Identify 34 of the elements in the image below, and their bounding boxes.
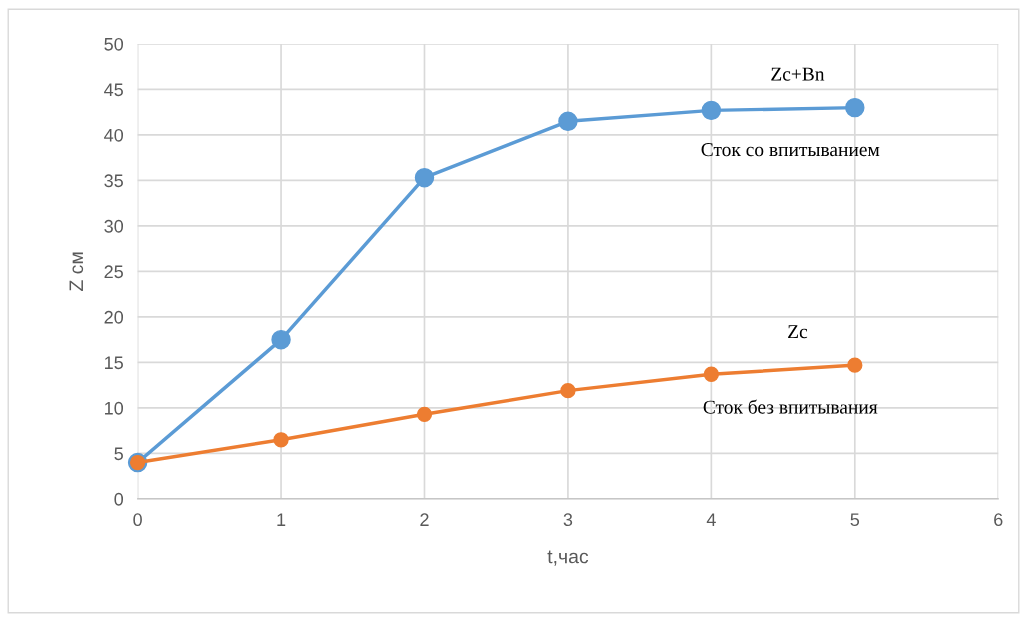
annotation: Сток без впитывания	[703, 399, 878, 414]
point	[845, 97, 865, 118]
point	[847, 357, 863, 373]
x-tick-label: 0	[133, 513, 142, 527]
point	[703, 366, 720, 382]
y-tick-label: 45	[104, 83, 123, 97]
point	[416, 406, 433, 422]
point	[273, 432, 289, 448]
point	[560, 382, 576, 399]
series-label: Zc	[788, 325, 808, 339]
y-tick-label: 5	[114, 447, 123, 461]
x-tick-label: 2	[420, 513, 429, 526]
x-tick-label: 6	[994, 513, 1003, 527]
y-tick-label: 35	[104, 174, 123, 188]
x-axis-title: t,час	[547, 550, 589, 566]
x-tick-label: 3	[563, 513, 573, 527]
point	[414, 167, 435, 188]
y-tick-label: 25	[104, 265, 123, 279]
x-tick-label: 4	[706, 513, 716, 526]
series-label: Zc+Bn	[771, 67, 825, 81]
y-tick-label: 0	[114, 492, 124, 506]
point	[271, 329, 291, 350]
y-tick-label: 50	[104, 37, 124, 51]
point	[701, 100, 722, 121]
annotation: Сток со впитыванием	[701, 143, 880, 157]
y-axis-title: Z см	[69, 252, 84, 291]
y-tick-label: 20	[104, 310, 124, 324]
x-tick-label: 5	[850, 513, 860, 527]
x-tick-label: 1	[277, 513, 286, 526]
y-tick-label: 15	[105, 356, 123, 370]
y-tick-label: 10	[105, 401, 124, 415]
point	[558, 111, 578, 132]
y-tick-label: 30	[104, 219, 124, 233]
y-tick-label: 40	[104, 128, 124, 142]
